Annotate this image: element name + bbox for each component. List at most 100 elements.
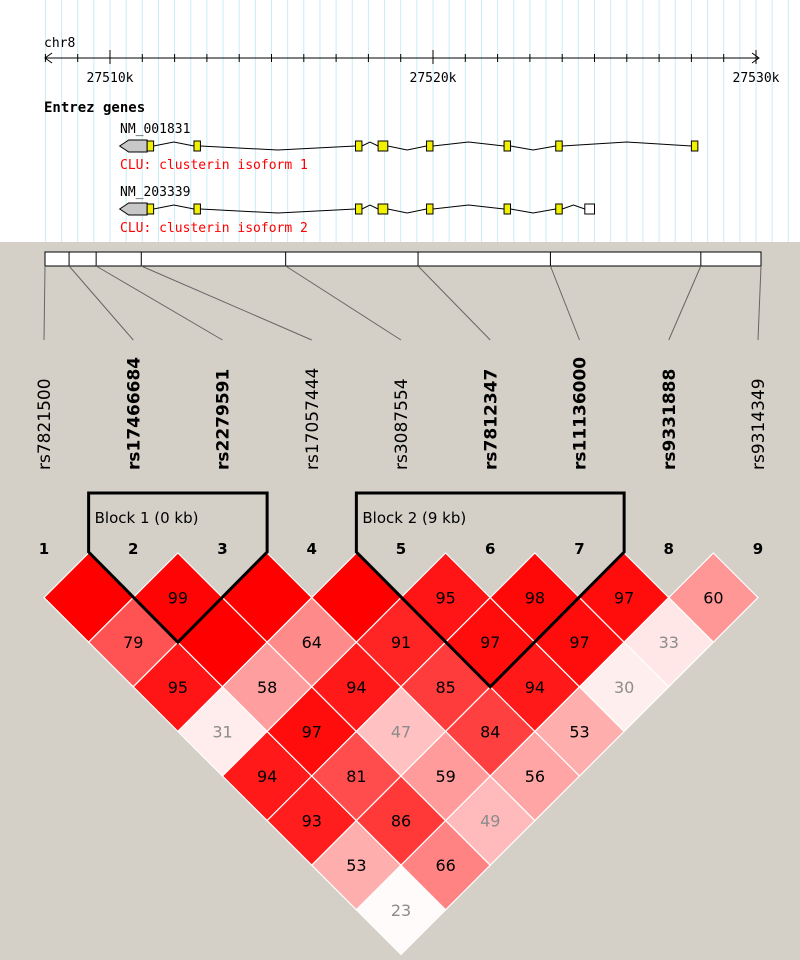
haplotype-blocks: Block 1 (0 kb) Block 2 (9 kb) [87,491,626,689]
gene-exon [377,140,389,152]
ld-cell-value: 60 [703,589,723,608]
gene-intron [387,208,427,214]
snp-connector [95,265,223,341]
snp-index: 9 [753,540,763,558]
gene-exon [146,140,155,152]
track-title: Entrez genes [44,100,145,116]
gene-exon [377,203,389,215]
snp-label[interactable]: rs7821500 [35,378,55,470]
snp-index: 4 [307,540,317,558]
snp-connector [141,265,312,341]
haplotype-block[interactable]: Block 2 (9 kb) [354,491,626,689]
ld-cell-value: 91 [391,633,411,652]
ld-cell-value: 94 [257,767,277,786]
snp-connector [668,265,702,341]
browser-background [0,0,800,242]
gene-exon [354,203,363,215]
ld-cell-value: 66 [435,856,455,875]
snp-index: 1 [39,540,49,558]
ld-plot-panel: rs7821500 rs17466684 rs2279591 rs17057444 rs… [35,251,769,956]
gene-accession: NM_001831 [120,122,190,137]
snp-index: 8 [664,540,674,558]
ld-cell-value: 30 [614,678,634,697]
ld-cell-value: 47 [391,722,411,741]
gene-intron [510,208,556,214]
gene-description: CLU: clusterin isoform 1 [120,158,308,173]
snp-label[interactable]: rs11136000 [571,357,591,470]
gene-exon [584,203,595,215]
haplotype-block-label: Block 1 (0 kb) [95,509,199,527]
gene-model[interactable]: NM_001831 CLU: clusterin isoform 1 [118,122,699,173]
ld-cell-value: 95 [435,589,455,608]
gene-exon [503,140,512,152]
gene-intron [510,145,556,151]
snp-connector [285,265,402,341]
gene-intron [153,204,195,210]
snp-label[interactable]: rs17466684 [124,357,144,470]
gene-exon [146,203,155,215]
haplotype-block-outline [87,491,269,645]
snp-label[interactable]: rs9314349 [749,378,769,470]
ld-cell-value: 23 [391,901,411,920]
snp-name-labels: rs7821500 rs17466684 rs2279591 rs17057444 rs… [35,357,769,470]
gene-intron [200,208,356,214]
ld-cell-value: 98 [525,589,545,608]
chromosome-label: chr8 [44,36,75,51]
gene-intron [432,141,505,147]
snp-label[interactable]: rs3087554 [392,378,412,470]
snp-label[interactable]: rs9331888 [660,369,680,470]
ld-cell-diamond [667,552,759,644]
snp-position-bar [44,251,762,267]
ld-cell-value: 59 [435,767,455,786]
gene-exon [354,140,363,152]
ld-cell-value: 79 [123,633,143,652]
snp-index-labels: 1 2 3 4 5 6 7 8 9 [39,540,763,558]
gene-exon [193,203,201,215]
gene-exon [426,140,434,152]
gene-intron [387,145,427,151]
gene-model[interactable]: NM_203339 CLU: clusterin isoform 2 [118,185,595,236]
ld-cell-value: 49 [480,812,500,831]
ld-cell-value: 33 [659,633,679,652]
gene-exon [555,203,563,215]
snp-index: 3 [217,540,227,558]
gene-intron [153,141,195,147]
gene-accession: NM_203339 [120,185,190,200]
snp-label[interactable]: rs7812347 [481,369,501,470]
ld-cell-value: 97 [569,633,589,652]
snp-connector [43,265,46,341]
ld-cell-value: 84 [480,722,500,741]
ld-cell[interactable]: 60 [667,552,759,644]
gene-exon [426,203,434,215]
gene-exon [193,140,201,152]
ld-cell-value: 99 [168,589,188,608]
snp-index: 5 [396,540,406,558]
ld-cell-value: 86 [391,812,411,831]
ld-cell-value: 94 [525,678,545,697]
gene-exon [555,140,563,152]
snp-connector [68,265,134,341]
gene-description: CLU: clusterin isoform 2 [120,221,308,236]
haplotype-block[interactable]: Block 1 (0 kb) [87,491,269,645]
ruler-tick-label: 27510k [87,71,134,86]
ruler-tick-label: 27530k [733,71,780,86]
gene-exon [690,140,699,152]
snp-connector [549,265,580,341]
gene-intron [562,204,585,210]
snp-index: 2 [128,540,138,558]
ld-cell-value: 97 [480,633,500,652]
snp-label[interactable]: rs2279591 [214,369,234,470]
ld-cell-value: 58 [257,678,277,697]
gene-intron [200,145,356,151]
snp-index: 7 [574,540,584,558]
ruler-tick-label: 27520k [410,71,457,86]
ruler-right-arrow-icon [751,52,760,64]
ld-cell-value: 64 [302,633,322,652]
snp-position-ticks [68,252,702,266]
snp-label[interactable]: rs17057444 [303,368,323,470]
snp-connector [757,265,762,341]
ld-cell-value: 31 [212,722,232,741]
browser-gridlines [44,0,789,242]
gene-intron [562,141,692,147]
ld-cell-value: 95 [168,678,188,697]
